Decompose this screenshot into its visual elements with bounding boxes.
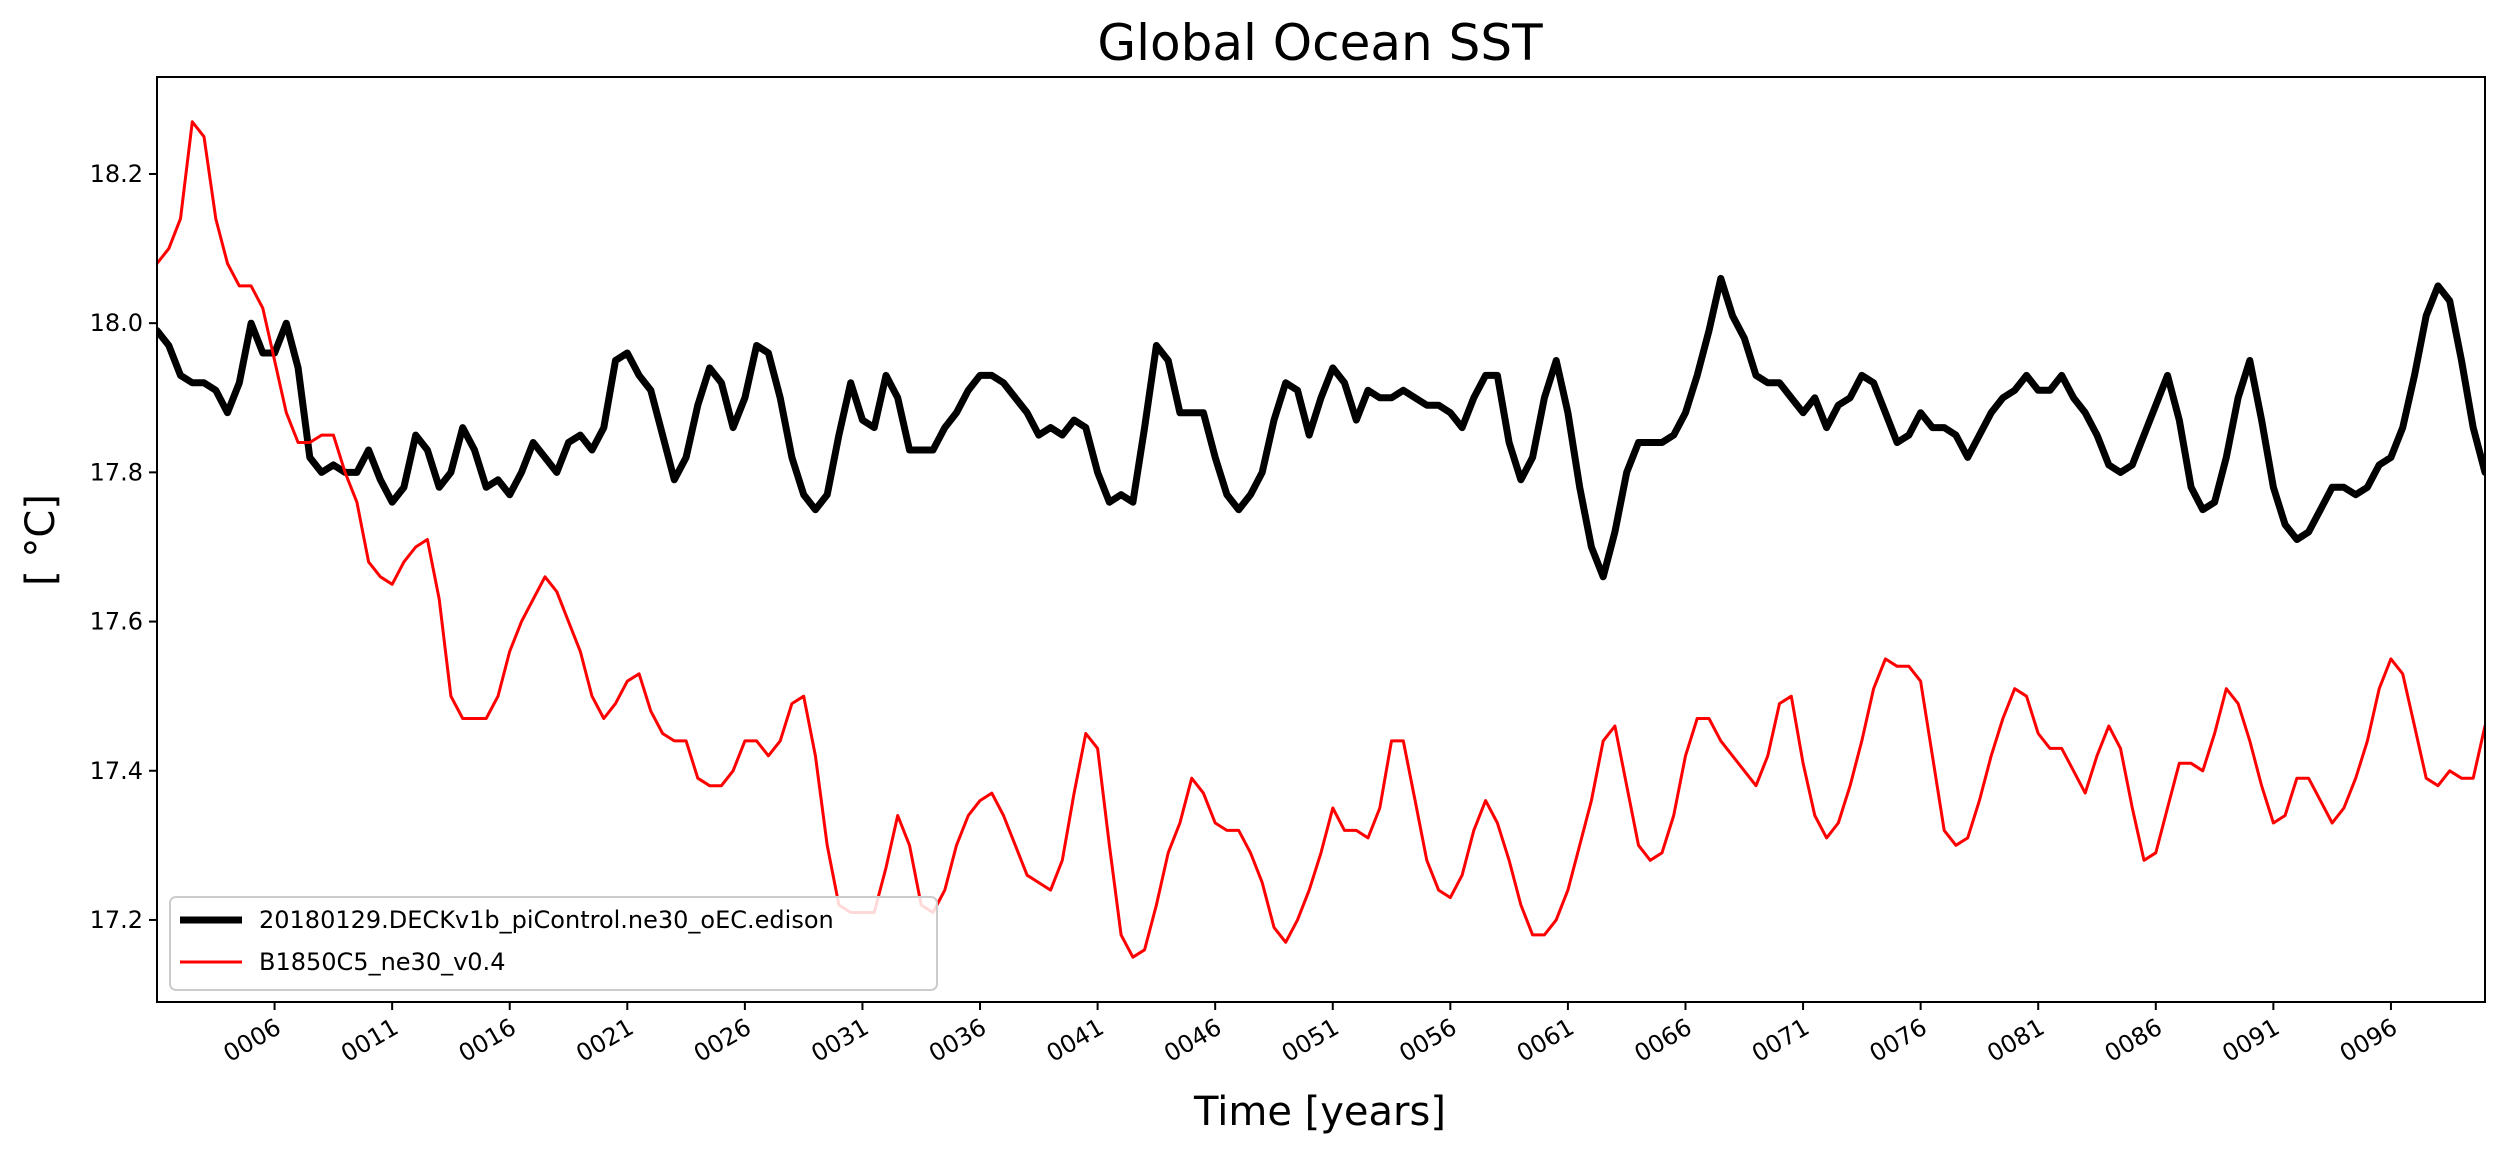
x-axis-title: Time [years] <box>1193 1089 1446 1135</box>
legend-frame <box>169 896 938 991</box>
y-tick-label: 18.0 <box>90 309 143 337</box>
plot-frame <box>156 76 2486 1003</box>
y-axis-title: [ °C] <box>18 494 64 586</box>
y-tick-label: 18.2 <box>90 160 143 188</box>
chart-title: Global Ocean SST <box>1097 14 1543 72</box>
y-tick-label: 17.2 <box>90 906 143 934</box>
series-line-piControl <box>157 274 2485 581</box>
y-tick-label: 17.6 <box>90 608 143 636</box>
y-tick-label: 17.4 <box>90 757 143 785</box>
legend: 20180129.DECKv1b_piControl.ne30_oEC.edis… <box>169 896 938 991</box>
series-line-B1850C5 <box>157 120 2485 959</box>
y-axis: 17.2 17.4 17.6 17.8 18.0 18.2 <box>90 160 157 934</box>
legend-label-B1850C5: B1850C5_ne30_v0.4 <box>259 948 505 976</box>
y-tick-label: 17.8 <box>90 458 143 486</box>
series-layer <box>157 120 2485 959</box>
legend-label-piControl: 20180129.DECKv1b_piControl.ne30_oEC.edis… <box>259 906 834 934</box>
